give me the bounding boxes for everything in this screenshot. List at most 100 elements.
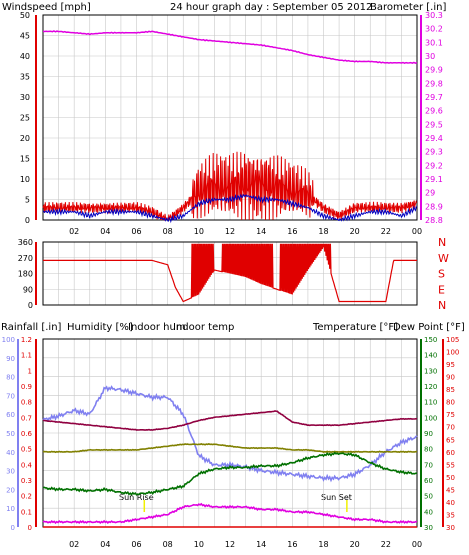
dew-tick-label: 30 <box>446 524 455 532</box>
temperature-axis-label: Temperature [°F] <box>312 322 398 333</box>
baro-tick-label: 29.2 <box>425 161 443 170</box>
rain-tick-label: 0.8 <box>21 399 32 407</box>
indoor-temp-label: Indoor temp <box>173 322 234 333</box>
baro-tick-label: 29.4 <box>425 134 443 143</box>
x-tick-label: 04 <box>100 227 110 236</box>
dew-tick-label: 70 <box>446 424 455 432</box>
x-tick-label: 18 <box>318 540 328 549</box>
series-humidity <box>42 385 418 483</box>
temp-tick-label: 150 <box>424 336 437 344</box>
humidity-tick-label: 20 <box>6 486 15 494</box>
direction-tick-label: 360 <box>18 238 33 247</box>
temp-tick-label: 70 <box>424 461 433 469</box>
dewpoint-axis-label: Dew Point [°F] <box>393 322 465 333</box>
baro-tick-label: 29.5 <box>425 120 443 129</box>
wind-tick-label: 25 <box>20 114 30 123</box>
baro-tick-label: 29.6 <box>425 107 443 116</box>
x-tick-label: 22 <box>381 227 391 236</box>
x-tick-label: 22 <box>381 540 391 549</box>
direction-panel-frame <box>42 241 418 306</box>
baro-tick-label: 29 <box>425 189 435 198</box>
x-tick-label: 08 <box>163 227 173 236</box>
indoor-hum-label: Indoor hum <box>128 322 186 333</box>
wind-axis-label: Windspeed [mph] <box>2 2 91 13</box>
series-indoor-temp <box>43 410 418 431</box>
x-tick-label: 00 <box>412 227 422 236</box>
x-tick-label: 14 <box>256 540 266 549</box>
x-tick-label: 12 <box>225 540 235 549</box>
temp-tick-label: 110 <box>424 399 437 407</box>
baro-tick-label: 30.2 <box>425 25 443 34</box>
wind-tick-label: 50 <box>20 11 30 20</box>
series-dew-point <box>42 502 418 525</box>
baro-tick-label: 28.9 <box>425 202 443 211</box>
x-tick-label: 16 <box>287 540 297 549</box>
x-tick-label: 20 <box>350 227 360 236</box>
series-wind-direction <box>43 243 417 303</box>
series-temperature <box>42 451 418 496</box>
rain-tick-label: 0.5 <box>21 446 32 454</box>
dew-tick-label: 35 <box>446 511 455 519</box>
temp-tick-label: 90 <box>424 430 433 438</box>
wind-tick-label: 45 <box>20 32 30 41</box>
direction-letter: E <box>438 283 445 296</box>
humidity-tick-label: 80 <box>6 374 15 382</box>
rain-tick-label: 0.7 <box>21 414 32 422</box>
dew-tick-label: 85 <box>446 386 455 394</box>
direction-letter: N <box>438 299 446 312</box>
humidity-tick-label: 40 <box>6 449 15 457</box>
dew-tick-label: 65 <box>446 436 455 444</box>
dew-tick-label: 75 <box>446 411 455 419</box>
wind-tick-label: 20 <box>20 134 30 143</box>
direction-tick-label: 90 <box>23 285 33 294</box>
wind-tick-label: 15 <box>20 155 30 164</box>
dew-tick-label: 90 <box>446 374 455 382</box>
dew-tick-label: 50 <box>446 474 455 482</box>
humidity-tick-label: 90 <box>6 355 15 363</box>
baro-axis-label: Barometer [.in] <box>370 2 446 13</box>
x-tick-label: 16 <box>287 227 297 236</box>
temp-tick-label: 50 <box>424 493 433 501</box>
rain-tick-label: 0.6 <box>21 430 33 438</box>
rain-tick-label: 1.1 <box>21 352 32 360</box>
humidity-tick-label: 60 <box>6 411 15 419</box>
x-tick-label: 18 <box>318 227 328 236</box>
chart-marks: 0510152025303540455028.828.92929.129.229… <box>2 11 460 549</box>
x-tick-label: 08 <box>163 540 173 549</box>
x-tick-label: 20 <box>350 540 360 549</box>
direction-tick-label: 180 <box>18 270 33 279</box>
x-tick-label: 00 <box>412 540 422 549</box>
baro-tick-label: 30.1 <box>425 38 443 47</box>
humidity-tick-label: 100 <box>2 336 15 344</box>
page-title: 24 hour graph day : September 05 2012 <box>170 2 372 13</box>
x-tick-label: 14 <box>256 227 266 236</box>
rain-tick-label: 0.2 <box>21 493 32 501</box>
rain-tick-label: 0 <box>28 524 32 532</box>
wind-tick-label: 0 <box>25 216 30 225</box>
x-tick-label: 02 <box>69 540 79 549</box>
temp-tick-label: 60 <box>424 477 433 485</box>
direction-tick-label: 270 <box>18 254 33 263</box>
baro-tick-label: 30.3 <box>425 11 443 20</box>
humidity-tick-label: 10 <box>6 505 15 513</box>
direction-letter: S <box>438 268 445 281</box>
rain-tick-label: 1.2 <box>21 336 32 344</box>
dew-tick-label: 100 <box>446 349 459 357</box>
temp-tick-label: 120 <box>424 383 437 391</box>
humidity-tick-label: 50 <box>6 430 15 438</box>
sunset-label: Sun Set <box>321 493 352 502</box>
baro-tick-label: 28.8 <box>425 216 443 225</box>
wind-tick-label: 40 <box>20 52 30 61</box>
series-barometer <box>42 30 418 65</box>
x-tick-label: 06 <box>131 227 141 236</box>
wind-tick-label: 35 <box>20 73 30 82</box>
baro-tick-label: 29.9 <box>425 66 443 75</box>
humidity-axis-label: Humidity [%] <box>67 322 133 333</box>
wind-panel-frame <box>42 14 418 221</box>
direction-tick-label: 0 <box>28 301 33 310</box>
x-tick-label: 12 <box>225 227 235 236</box>
rainfall-axis-label: Rainfall [.in] <box>1 322 62 333</box>
humidity-tick-label: 0 <box>11 524 15 532</box>
baro-tick-label: 29.7 <box>425 93 443 102</box>
